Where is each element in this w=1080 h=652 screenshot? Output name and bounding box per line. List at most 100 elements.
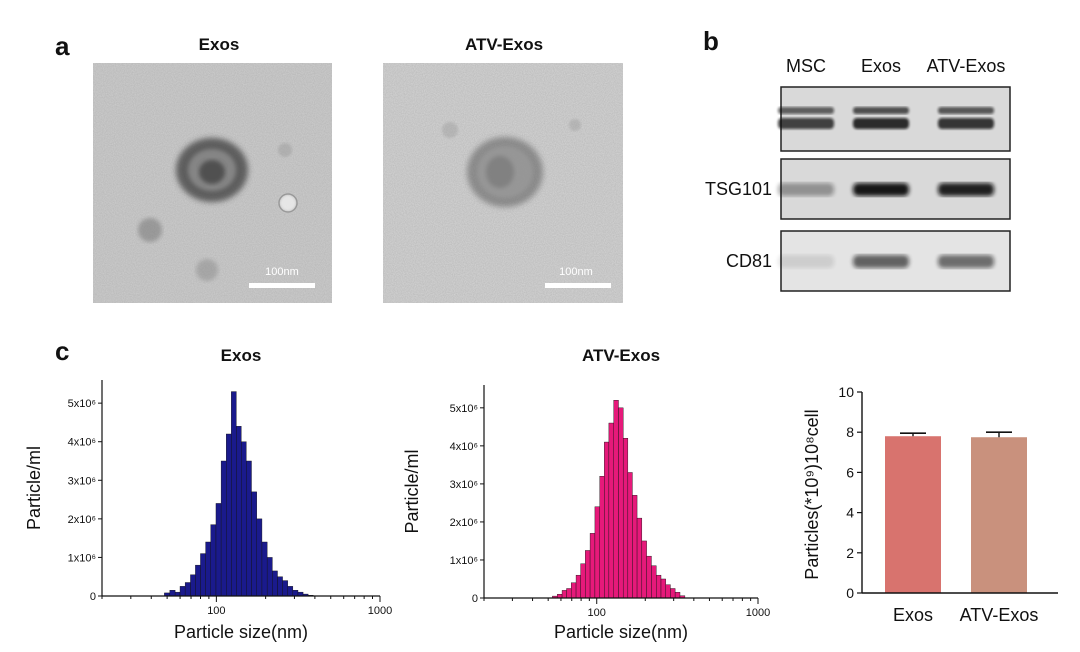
lane-label: ATV-Exos bbox=[927, 56, 1006, 76]
western-blot: MSC Exos ATV-Exos TSG101 CD81 bbox=[705, 56, 1011, 292]
y-tick-label: 2 bbox=[846, 545, 854, 561]
histogram-bar bbox=[618, 407, 624, 599]
y-axis-title: Particle/ml bbox=[402, 449, 422, 533]
chart-title: ATV-Exos bbox=[582, 346, 660, 365]
histogram-bar bbox=[636, 517, 643, 599]
histogram-bar bbox=[236, 426, 242, 597]
histogram-atv-exos: ATV-Exos 100 1000 0 1x10⁶ 2x10⁶ 3x10⁶ 4x10⁶ 5x10… bbox=[402, 346, 770, 642]
lane-label: Exos bbox=[861, 56, 901, 76]
y-tick-label: 1x10⁶ bbox=[450, 555, 478, 567]
histogram-bar bbox=[266, 557, 273, 597]
histogram-bar bbox=[608, 422, 614, 599]
chart-title: Exos bbox=[221, 346, 262, 365]
y-tick-label: 5x10⁶ bbox=[450, 403, 478, 415]
y-tick-label: 8 bbox=[846, 424, 854, 440]
histogram-bar bbox=[287, 586, 294, 597]
blot-band bbox=[938, 107, 994, 129]
histogram-bar bbox=[670, 588, 676, 599]
category-label: ATV-Exos bbox=[960, 605, 1039, 625]
y-tick-label: 2x10⁶ bbox=[68, 514, 96, 526]
y-tick-label: 4 bbox=[846, 505, 854, 521]
blot-band bbox=[778, 107, 834, 129]
bar bbox=[971, 431, 1027, 593]
y-axis-title: Particle/ml bbox=[24, 446, 44, 530]
y-tick-label: 3x10⁶ bbox=[450, 479, 478, 491]
histogram-bar bbox=[292, 590, 299, 597]
blot-row-label: TSG101 bbox=[705, 179, 772, 199]
y-axis-title: Particles(*10⁹)10⁸cell bbox=[802, 409, 822, 579]
histogram-bar bbox=[665, 584, 671, 599]
histogram-bar bbox=[613, 400, 619, 599]
histogram-bar bbox=[660, 578, 666, 599]
histogram-bar bbox=[184, 582, 191, 597]
histogram-bar bbox=[561, 590, 567, 599]
y-tick-label: 0 bbox=[846, 585, 854, 601]
tem-exos-title: Exos bbox=[199, 35, 240, 54]
histogram-bar bbox=[195, 564, 201, 597]
lane-label: MSC bbox=[786, 56, 826, 76]
y-tick-label: 4x10⁶ bbox=[450, 441, 478, 453]
histogram-bar bbox=[604, 441, 610, 599]
histogram-bar bbox=[256, 518, 263, 597]
panel-c-letter: c bbox=[55, 336, 69, 366]
x-axis-title: Particle size(nm) bbox=[554, 622, 688, 642]
histogram-exos: Exos 100 1000 0 1x10⁶ 2x10⁶ 3x10⁶ 4x10⁶ 5x10⁶ Par… bbox=[24, 346, 392, 642]
histogram-bar bbox=[226, 433, 232, 597]
blot-band bbox=[853, 107, 909, 129]
y-tick-label: 4x10⁶ bbox=[68, 437, 96, 449]
y-tick-label: 0 bbox=[90, 591, 96, 603]
histogram-bar bbox=[594, 506, 600, 599]
histogram-bar bbox=[190, 574, 196, 597]
blot-band bbox=[938, 183, 994, 196]
scale-bar bbox=[249, 283, 315, 288]
histogram-bar bbox=[205, 541, 211, 597]
panel-a-letter: a bbox=[55, 31, 70, 61]
histogram-bar bbox=[599, 476, 605, 599]
blot-row-label: CD81 bbox=[726, 251, 772, 271]
histogram-bar bbox=[575, 574, 581, 599]
blot-band bbox=[938, 255, 994, 268]
scale-bar-label: 100nm bbox=[559, 266, 593, 278]
histogram-bar bbox=[215, 503, 222, 597]
histogram-bar bbox=[261, 541, 268, 597]
tem-atv-exos-title: ATV-Exos bbox=[465, 35, 543, 54]
histogram-bar bbox=[169, 590, 176, 597]
histogram-bar bbox=[580, 563, 586, 599]
category-label: Exos bbox=[893, 605, 933, 625]
blot-row bbox=[778, 86, 1011, 152]
y-tick-label: 5x10⁶ bbox=[68, 398, 96, 410]
histogram-bar bbox=[651, 565, 657, 599]
histogram-bar bbox=[277, 576, 283, 597]
histogram-bar bbox=[627, 472, 633, 599]
histogram-bar bbox=[210, 524, 217, 597]
x-tick-label: 1000 bbox=[746, 607, 770, 619]
x-tick-label: 100 bbox=[588, 607, 606, 619]
x-tick-label: 100 bbox=[207, 605, 225, 617]
tem-image-exos: 100nm bbox=[93, 63, 332, 303]
y-tick-label: 1x10⁶ bbox=[68, 552, 96, 564]
bar bbox=[885, 432, 941, 593]
blot-band bbox=[778, 183, 834, 196]
histogram-bar bbox=[674, 592, 681, 599]
particle-bar-chart: Exos ATV-Exos 0 2 4 6 8 10 Particles(*10⁹)10⁸cel… bbox=[802, 384, 1058, 625]
histogram-bar bbox=[231, 391, 237, 597]
blot-row: CD81 bbox=[726, 230, 1011, 292]
tem-image-atv-exos: 100nm bbox=[383, 63, 623, 303]
histogram-bar bbox=[656, 574, 662, 599]
histogram-bar bbox=[251, 491, 257, 597]
histogram-bar bbox=[272, 570, 278, 597]
histogram-bar bbox=[200, 553, 206, 597]
blot-row: TSG101 bbox=[705, 158, 1011, 220]
x-axis-title: Particle size(nm) bbox=[174, 622, 308, 642]
blot-band bbox=[853, 183, 909, 196]
histogram-bar bbox=[220, 460, 227, 597]
bar-rect bbox=[885, 436, 941, 593]
x-tick-label: 1000 bbox=[368, 605, 392, 617]
y-tick-label: 3x10⁶ bbox=[68, 475, 96, 487]
histogram-bar bbox=[622, 438, 629, 599]
y-tick-label: 2x10⁶ bbox=[450, 517, 478, 529]
bar-rect bbox=[971, 437, 1027, 593]
histogram-bar bbox=[646, 555, 652, 599]
y-tick-label: 10 bbox=[838, 384, 854, 400]
histogram-bar bbox=[566, 588, 572, 599]
